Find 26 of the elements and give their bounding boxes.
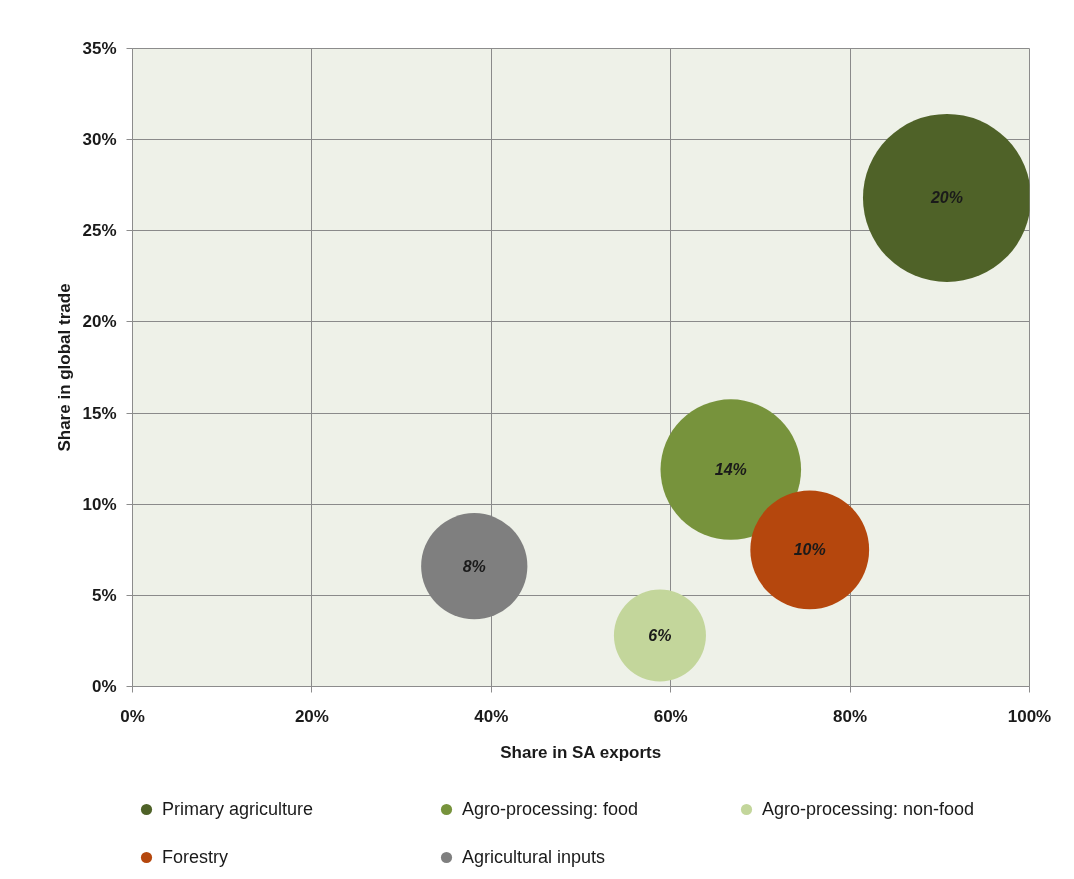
legend-label: Agro-processing: non-food	[762, 798, 976, 820]
y-tick-label: 0%	[91, 677, 117, 696]
x-tick-label: 60%	[653, 706, 688, 726]
data-label: 14%	[714, 461, 747, 479]
y-tick-label: 20%	[82, 312, 117, 332]
data-label: 20%	[929, 189, 963, 207]
x-tick-label: 40%	[474, 706, 509, 726]
x-axis-title: Share in SA exports	[500, 742, 662, 762]
data-label: 10%	[793, 541, 826, 559]
y-tick-label: 5%	[91, 585, 117, 605]
y-tick-label: 35%	[82, 39, 117, 58]
legend-label: Forestry	[162, 846, 229, 868]
y-tick-label: 15%	[82, 403, 117, 423]
x-tick-label: 20%	[294, 706, 329, 726]
y-tick-label: 30%	[82, 130, 117, 150]
y-axis-title: Share in global trade	[55, 283, 75, 452]
x-tick-label: 100%	[1007, 706, 1052, 726]
data-label: 6%	[648, 626, 672, 644]
legend-label: Agricultural inputs	[462, 846, 607, 868]
legend-label: Agro-processing: food	[462, 798, 640, 820]
y-tick-label: 25%	[82, 221, 117, 241]
x-tick-label: 80%	[833, 706, 868, 726]
x-tick-label: 0%	[120, 706, 145, 726]
y-tick-label: 10%	[82, 494, 117, 514]
legend-label: Primary agriculture	[162, 798, 315, 820]
data-label: 8%	[462, 557, 486, 575]
